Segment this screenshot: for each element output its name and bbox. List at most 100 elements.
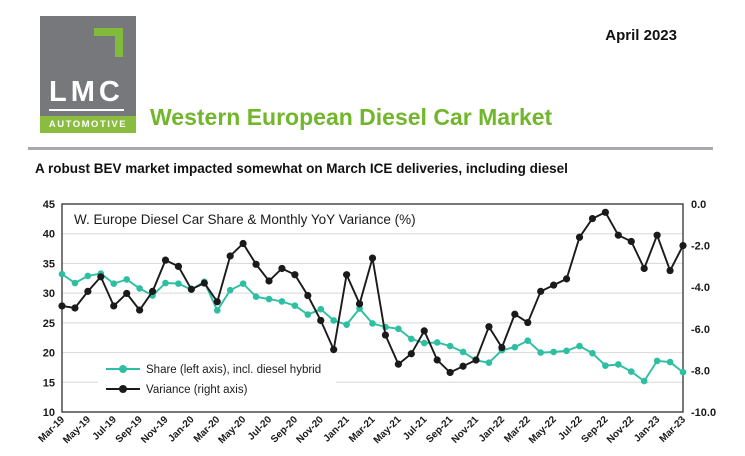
share-point [317,305,325,313]
x-axis-tick-label: May-20 [216,414,248,446]
share-series [58,270,687,385]
left-axis-tick-label: 40 [43,229,55,241]
x-axis-tick-label: Jan-21 [322,414,352,444]
share-point [550,348,557,356]
x-axis-labels: Mar-19May-19Jul-19Sep-19Nov-19Jan-20Mar-… [37,414,689,446]
variance-point [472,356,480,364]
variance-point [136,306,144,314]
x-axis-tick-label: May-19 [61,414,93,446]
variance-point [123,289,131,298]
variance-point [252,260,260,268]
share-point [576,342,583,350]
share-point [459,348,467,356]
legend: Share (left axis), incl. diesel hybrid Va… [98,357,336,403]
variance-point [407,350,415,358]
legend-label: Variance (right axis) [146,384,248,396]
variance-point [394,360,402,368]
variance-point [355,300,364,308]
x-axis-tick-label: Mar-23 [658,414,689,445]
variance-point [433,356,441,364]
variance-point [174,262,183,270]
share-point [291,302,299,309]
x-axis-tick-label: Nov-20 [295,414,327,446]
share-point [653,357,661,365]
diesel-share-variance-chart: W. Europe Diesel Car Share & Monthly YoY… [37,199,717,446]
variance-point [511,310,519,318]
variance-point [239,239,247,248]
right-axis-tick-label: -8.0 [691,365,710,377]
share-point [343,321,350,328]
x-axis-tick-label: Jan-20 [166,414,196,444]
share-point [433,339,441,346]
legend-marker-dot [119,385,127,393]
variance-point [200,279,208,287]
left-axis-tick-label: 25 [43,318,55,330]
variance-point [614,231,622,239]
share-point [446,342,454,350]
variance-point [679,242,687,250]
variance-point [304,291,312,300]
share-point [84,272,92,280]
left-axis-labels: 45 40 35 30 25 20 15 10 [43,199,55,419]
logo-automotive-band: AUTOMOTIVE [40,116,136,133]
share-point [589,349,596,357]
legend-label: Share (left axis), incl. diesel hybrid [146,364,321,376]
x-axis-tick-label: Jan-22 [477,414,507,444]
share-point [666,358,674,366]
x-axis-tick-label: May-21 [372,414,404,446]
left-axis-tick-label: 45 [43,199,55,211]
variance-point [653,231,661,239]
share-point [485,359,493,366]
left-axis-tick-label: 30 [43,288,55,300]
right-axis-tick-label: -4.0 [691,282,710,294]
share-point [252,293,260,301]
variance-point [446,368,454,377]
chart-title: W. Europe Diesel Car Share & Monthly YoY… [64,206,468,233]
right-axis-tick-label: -10.0 [691,407,716,419]
share-point [420,339,428,347]
share-point [330,317,337,324]
variance-point [187,285,195,293]
share-point [511,343,519,351]
variance-point [562,275,571,283]
variance-point [485,323,493,331]
share-point [226,286,234,294]
page-title: Western European Diesel Car Market [150,104,553,130]
variance-point [420,327,428,335]
variance-point [537,287,545,295]
variance-point [161,256,170,264]
variance-point [588,214,597,223]
x-axis-tick-label: Nov-22 [605,414,637,446]
variance-point [550,281,558,289]
logo-wordmark: LMC [49,78,124,111]
variance-series [58,208,687,377]
x-axis-tick-label: Jan-23 [632,414,662,444]
share-point [136,285,143,292]
subheadline: A robust BEV market impacted somewhat on… [35,161,568,176]
share-point [110,280,118,287]
x-axis-tick-label: Sep-20 [269,414,300,445]
x-axis-tick-label: Sep-19 [114,414,145,445]
variance-point [368,254,377,262]
variance-point [71,304,79,312]
share-point [162,279,169,287]
logo-corner-icon [94,28,123,57]
variance-point [343,271,351,279]
legend-marker-dot [119,365,127,373]
share-point [213,307,221,314]
legend-item-share: Share (left axis), incl. diesel hybrid [106,364,321,376]
share-point [71,279,79,287]
share-point [123,276,130,283]
variance-point [110,302,118,310]
variance-point [640,264,648,273]
variance-point [330,346,338,354]
variance-point [97,273,105,281]
x-axis-tick-label: Sep-22 [580,414,611,445]
variance-point [459,362,467,370]
variance-point [524,318,532,327]
share-point [640,377,648,385]
x-axis-tick-label: Nov-19 [139,414,171,446]
left-axis-tick-label: 15 [43,377,55,389]
variance-point [291,271,299,279]
